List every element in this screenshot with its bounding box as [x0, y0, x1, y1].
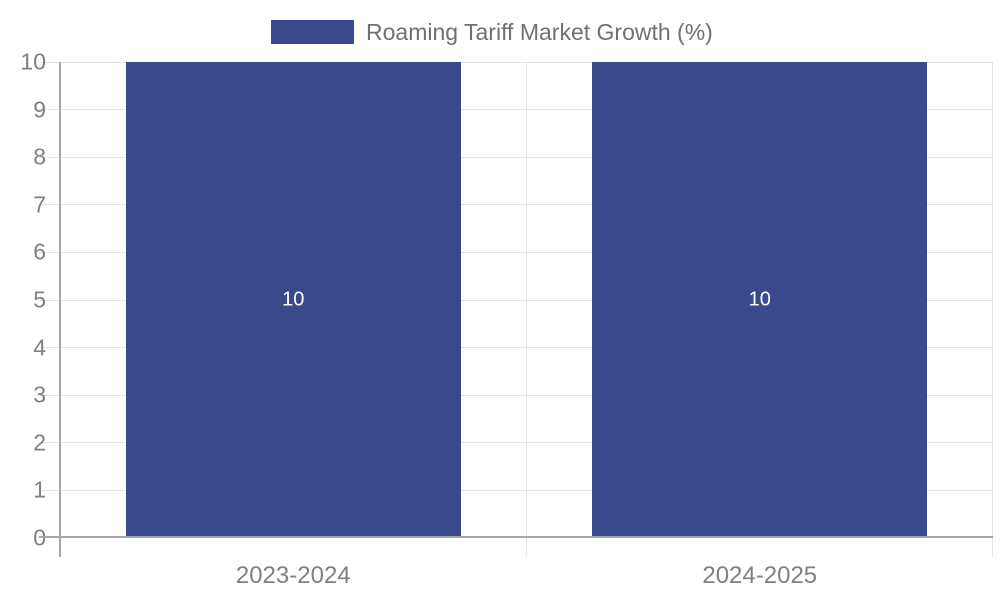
gridline-horizontal: [39, 156, 993, 158]
y-tick-label: 8: [33, 143, 46, 170]
y-tick-label: 6: [33, 238, 46, 265]
legend-label: Roaming Tariff Market Growth (%): [366, 19, 713, 45]
bar-value-label: 10: [282, 288, 305, 311]
y-tick-label: 1: [33, 476, 46, 503]
gridline-vertical: [992, 62, 993, 557]
gridline-horizontal: [39, 394, 993, 396]
x-axis-line: [39, 536, 993, 538]
y-tick-label: 0: [0, 525, 46, 552]
gridline-horizontal: [39, 61, 993, 63]
gridline-horizontal: [39, 299, 993, 301]
y-tick-label: 4: [33, 334, 46, 361]
gridline-horizontal: [39, 347, 993, 349]
bar: [592, 62, 928, 538]
legend: Roaming Tariff Market Growth (%): [271, 19, 713, 45]
gridline-vertical: [526, 62, 527, 557]
gridline-horizontal: [39, 442, 993, 444]
y-tick-label: 3: [33, 381, 46, 408]
gridline-horizontal: [39, 489, 993, 491]
y-tick-label: 10: [20, 48, 46, 75]
y-tick-label: 9: [33, 96, 46, 123]
y-tick-label: 2: [33, 429, 46, 456]
gridline-horizontal: [39, 109, 993, 111]
legend-swatch-icon: [271, 20, 354, 44]
x-tick-label: 2024-2025: [702, 562, 818, 589]
bar-value-label: 10: [748, 288, 771, 311]
y-tick-label: 5: [33, 286, 46, 313]
gridline-horizontal: [39, 251, 993, 253]
y-tick-label: 7: [33, 191, 46, 218]
x-tick-label: 2023-2024: [235, 562, 351, 589]
bar: [125, 62, 461, 538]
y-axis-line: [59, 62, 61, 557]
gridline-horizontal: [39, 204, 993, 206]
